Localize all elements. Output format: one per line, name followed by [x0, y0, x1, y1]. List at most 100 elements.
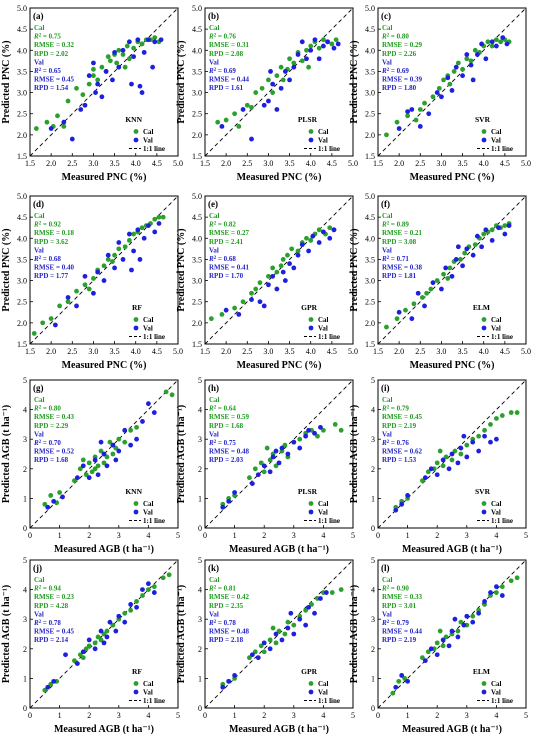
- x-tick-label: 1.5: [373, 347, 383, 356]
- val-point: [122, 427, 128, 433]
- val-point: [500, 35, 506, 40]
- val-point: [504, 41, 510, 47]
- cal-point: [249, 104, 254, 110]
- r2-value: = 0.90: [389, 585, 409, 593]
- r2-value: = 0.75: [41, 33, 61, 41]
- stat-header: Cal: [209, 212, 220, 220]
- stat-rmse: RMSE = 0.59: [209, 413, 249, 421]
- y-tick-label: 3: [371, 435, 375, 444]
- y-tick-label: 4.5: [192, 213, 202, 222]
- cal-point: [42, 501, 48, 507]
- val-point: [93, 90, 98, 95]
- model-name: KNN: [125, 115, 142, 124]
- val-point: [152, 229, 158, 235]
- y-tick-label: 1: [198, 674, 202, 683]
- val-point: [82, 102, 88, 108]
- r-symbol: R: [381, 405, 387, 413]
- model-name: RF: [132, 303, 142, 312]
- cal-point: [402, 676, 408, 681]
- stat-rpd: RPD = 1.77: [34, 272, 69, 280]
- cal-point: [86, 81, 92, 87]
- x-tick-label: 2.5: [415, 347, 425, 356]
- panel-label: (i): [381, 383, 390, 393]
- r2-value: = 0.68: [216, 255, 236, 263]
- val-point: [150, 64, 156, 70]
- x-tick-label: 1.5: [25, 159, 35, 168]
- cal-point: [215, 119, 221, 125]
- cal-point: [451, 69, 457, 74]
- val-point: [299, 39, 305, 45]
- val-point: [113, 457, 119, 463]
- val-point: [434, 652, 440, 658]
- legend-line-label: 1:1 line: [143, 517, 165, 525]
- val-point: [249, 481, 255, 486]
- x-tick-label: 0: [28, 531, 32, 540]
- panel-label: (d): [33, 199, 44, 209]
- val-point: [470, 619, 476, 625]
- val-point: [312, 37, 318, 43]
- cal-point: [252, 466, 258, 472]
- val-point: [396, 126, 402, 131]
- superscript-2: 2: [214, 405, 217, 410]
- y-tick-label: 1.5: [365, 152, 375, 161]
- cal-point: [468, 58, 474, 64]
- cal-point: [126, 56, 132, 62]
- val-point: [502, 231, 508, 237]
- cal-point: [91, 276, 96, 281]
- val-point: [297, 445, 303, 451]
- val-point: [299, 242, 305, 248]
- stat-rmse: RMSE = 0.44: [209, 76, 249, 84]
- val-point: [255, 655, 261, 661]
- x-tick-label: 3.5: [285, 347, 295, 356]
- cal-point: [134, 424, 139, 430]
- panel-label: (j): [33, 563, 42, 573]
- val-point: [120, 257, 126, 262]
- val-point: [139, 90, 145, 95]
- model-name: SVR: [475, 487, 491, 496]
- x-tick-label: 2: [87, 711, 91, 720]
- superscript-2: 2: [387, 256, 390, 261]
- stat-rmse: RMSE = 0.44: [382, 628, 422, 636]
- stat-header: Cal: [34, 212, 45, 220]
- cal-point: [232, 305, 238, 311]
- cal-point: [489, 227, 495, 233]
- x-tick-label: 3.0: [436, 347, 446, 356]
- legend-line-label: 1:1 line: [318, 517, 340, 525]
- val-point: [95, 269, 101, 275]
- val-point: [112, 50, 117, 55]
- y-tick-label: 2: [198, 645, 202, 654]
- val-point: [287, 77, 292, 83]
- x-tick-label: 0: [376, 531, 380, 540]
- y-tick-label: 1.5: [365, 340, 375, 349]
- val-point: [325, 39, 331, 45]
- cal-point: [128, 607, 134, 613]
- val-point: [455, 244, 461, 250]
- cal-point: [74, 288, 79, 294]
- val-point: [146, 581, 151, 587]
- r-symbol: R: [33, 33, 39, 41]
- x-tick-label: 3.0: [436, 159, 446, 168]
- val-point: [273, 448, 279, 454]
- val-point: [273, 631, 279, 637]
- cal-point: [321, 37, 326, 43]
- val-point: [323, 590, 329, 595]
- y-tick-label: 2: [371, 645, 375, 654]
- x-tick-label: 4: [146, 531, 150, 540]
- x-tick-label: 3.5: [458, 347, 468, 356]
- stat-r2: R2 = 0.79: [381, 619, 409, 627]
- legend-val-label: Val: [318, 137, 328, 145]
- cal-point: [244, 102, 250, 108]
- val-point: [122, 619, 128, 625]
- cal-point: [420, 655, 425, 661]
- y-tick-label: 2.0: [365, 319, 375, 328]
- model-name: ELM: [473, 303, 490, 312]
- y-axis-label: Predicted PNC (%): [349, 228, 360, 311]
- x-tick-label: 0: [376, 711, 380, 720]
- cal-point: [122, 610, 128, 616]
- r2-value: = 0.75: [216, 439, 236, 447]
- cal-point: [116, 47, 122, 53]
- r-symbol: R: [381, 585, 387, 593]
- cal-point: [458, 619, 464, 625]
- legend-val-marker: [308, 137, 314, 143]
- val-point: [140, 419, 145, 424]
